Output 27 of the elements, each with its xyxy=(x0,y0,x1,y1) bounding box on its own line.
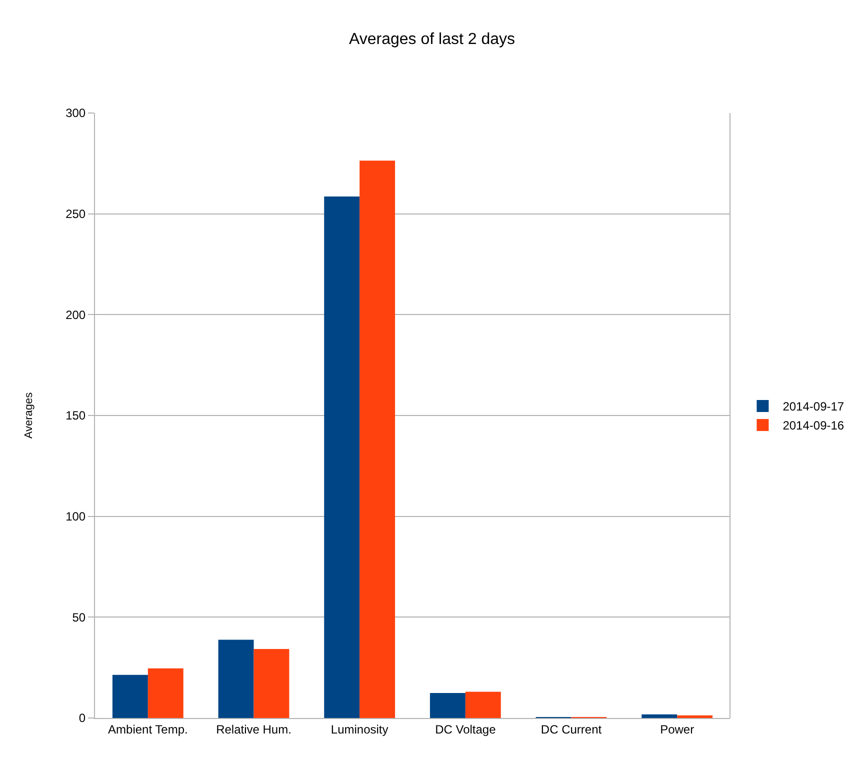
y-tick-label: 300 xyxy=(66,106,86,120)
y-tick-label: 150 xyxy=(66,408,86,423)
bar xyxy=(254,649,290,718)
bar xyxy=(360,160,396,718)
y-tick-label: 0 xyxy=(78,711,86,726)
x-tick-label: DC Voltage xyxy=(435,722,496,736)
bar xyxy=(430,692,466,718)
y-tick-label: 50 xyxy=(72,610,86,624)
y-tick-label: 250 xyxy=(66,207,86,222)
x-tick-label: Ambient Temp. xyxy=(108,722,188,736)
x-tick-label: Relative Hum. xyxy=(216,722,292,736)
y-axis-title: Averages xyxy=(23,392,36,439)
y-tick-label: 100 xyxy=(66,510,86,524)
bar xyxy=(324,196,360,718)
chart-title: Averages of last 2 days xyxy=(348,30,516,48)
x-tick-label: Luminosity xyxy=(330,722,388,736)
x-tick-label: DC Current xyxy=(540,722,602,736)
legend-label: 2014-09-17 xyxy=(782,400,844,414)
bar xyxy=(642,714,678,718)
x-tick-label: Power xyxy=(660,722,694,736)
bar xyxy=(218,640,254,718)
legend-label: 2014-09-16 xyxy=(782,418,844,433)
bar xyxy=(148,668,184,718)
bar xyxy=(112,674,148,718)
bar xyxy=(465,692,501,718)
y-tick-label: 200 xyxy=(66,308,86,322)
bar xyxy=(677,715,713,718)
